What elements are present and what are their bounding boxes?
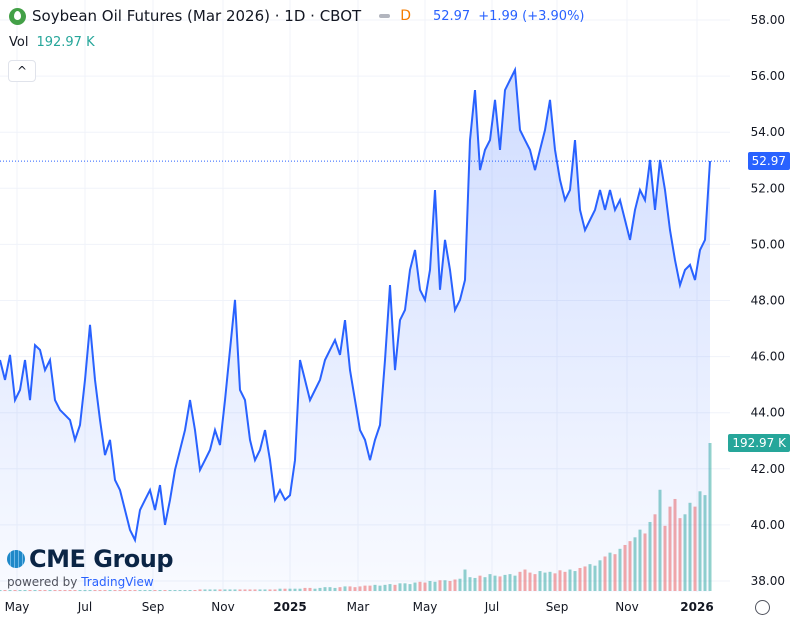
y-tick-label: 42.00 xyxy=(751,462,785,476)
market-status-icon xyxy=(379,14,391,18)
x-tick-label: Mar xyxy=(347,600,370,614)
delayed-flag[interactable]: D xyxy=(400,8,411,24)
y-tick-label: 52.00 xyxy=(751,181,785,195)
x-tick-label: May xyxy=(5,600,30,614)
chart-legend: Soybean Oil Futures (Mar 2026) · 1D · CB… xyxy=(9,7,585,25)
tradingview-link[interactable]: TradingView xyxy=(81,575,154,589)
volume-value: 192.97 K xyxy=(36,35,95,50)
y-tick-label: 40.00 xyxy=(751,518,785,532)
cme-tradingview-logo[interactable]: CME Group powered by TradingView xyxy=(7,545,174,589)
x-tick-label: 2025 xyxy=(273,600,306,614)
brand-name: CME Group xyxy=(29,545,174,573)
powered-by-text: powered by xyxy=(7,575,78,589)
settings-icon[interactable] xyxy=(755,600,770,615)
y-tick-label: 44.00 xyxy=(751,406,785,420)
symbol-title[interactable]: Soybean Oil Futures (Mar 2026) · 1D · CB… xyxy=(32,7,362,25)
last-price-tag: 52.97 xyxy=(747,152,790,170)
collapse-legend-button[interactable]: ^ xyxy=(8,60,36,82)
volume-legend: Vol 192.97 K xyxy=(9,35,95,50)
y-tick-label: 56.00 xyxy=(751,69,785,83)
time-axis: May Jul Sep Nov 2025 Mar May Jul Sep Nov 2026 xyxy=(5,600,714,614)
y-tick-label: 46.00 xyxy=(751,350,785,364)
y-tick-label: 48.00 xyxy=(751,294,785,308)
y-tick-label: 38.00 xyxy=(751,574,785,588)
x-tick-label: Jul xyxy=(484,600,499,614)
price-area-fill xyxy=(0,69,710,592)
globe-icon xyxy=(7,550,25,568)
y-tick-label: 54.00 xyxy=(751,125,785,139)
symbol-logo-icon xyxy=(9,7,26,25)
x-tick-label: Nov xyxy=(211,600,234,614)
last-volume-tag: 192.97 K xyxy=(728,434,790,452)
volume-label: Vol xyxy=(9,35,29,50)
y-tick-label: 58.00 xyxy=(751,13,785,27)
price-change: +1.99 (+3.90%) xyxy=(478,8,585,24)
last-price: 52.97 xyxy=(432,8,471,24)
x-tick-label: Jul xyxy=(77,600,92,614)
price-line xyxy=(0,66,711,544)
y-tick-label: 50.00 xyxy=(751,237,785,251)
price-axis: 58.00 56.00 54.00 52.00 50.00 48.00 46.00 44.00… xyxy=(751,13,785,588)
x-tick-label: May xyxy=(413,600,438,614)
x-tick-label: Sep xyxy=(142,600,165,614)
x-tick-label: Sep xyxy=(546,600,569,614)
x-tick-label: Nov xyxy=(615,600,638,614)
x-tick-label: 2026 xyxy=(680,600,713,614)
